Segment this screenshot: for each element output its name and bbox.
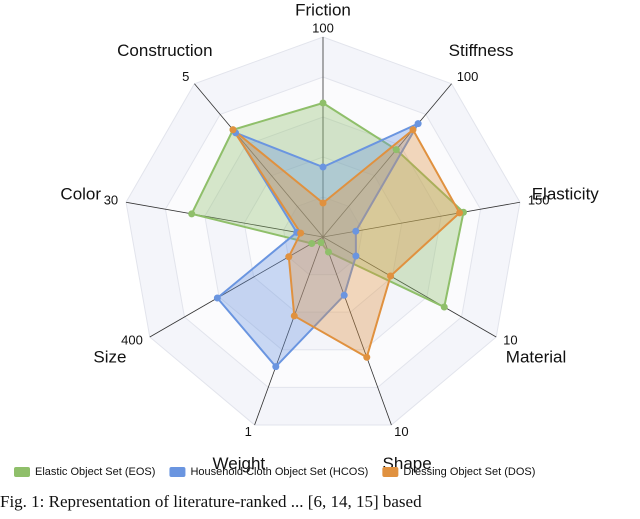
axis-line xyxy=(322,83,452,238)
data-point xyxy=(188,210,196,218)
axis-label: Construction xyxy=(117,41,212,60)
axis-label: Elasticity xyxy=(532,184,600,203)
data-point xyxy=(319,99,327,107)
data-point xyxy=(392,146,400,154)
axis-max-label: 30 xyxy=(104,192,118,207)
data-point xyxy=(352,227,360,235)
data-point xyxy=(319,199,327,207)
legend-swatch xyxy=(382,467,399,477)
axis-max-label: 1 xyxy=(245,424,252,439)
axis-line xyxy=(149,236,324,338)
axis-line xyxy=(322,236,392,426)
axis-label: Friction xyxy=(295,0,351,19)
axis-max-label: 10 xyxy=(394,424,408,439)
data-point xyxy=(297,229,305,237)
data-point xyxy=(456,209,464,217)
series-area xyxy=(215,121,421,369)
data-point xyxy=(440,303,448,311)
data-point xyxy=(290,312,298,320)
axis-max-label: 100 xyxy=(457,69,479,84)
axis-max-label: 150 xyxy=(528,192,550,207)
axis-max-label: 100 xyxy=(312,20,334,35)
legend-label: Household Cloth Object Set (HCOS) xyxy=(190,466,368,478)
axis-max-label: 10 xyxy=(503,332,517,347)
legend-label: Elastic Object Set (EOS) xyxy=(35,466,155,478)
caption: Fig. 1: Representation of literature-ran… xyxy=(0,492,422,511)
data-point xyxy=(285,253,293,261)
axis-max-label: 5 xyxy=(182,69,189,84)
axis-label: Weight xyxy=(213,454,266,473)
legend-label: Dressing Object Set (DOS) xyxy=(403,466,535,478)
data-point xyxy=(340,291,348,299)
axis-label: Material xyxy=(506,347,566,366)
axis-line xyxy=(125,201,324,238)
axis-label: Stiffness xyxy=(449,41,514,60)
data-point xyxy=(229,126,237,134)
data-point xyxy=(319,163,327,171)
axis-line xyxy=(254,236,324,426)
data-point xyxy=(324,248,332,256)
legend-swatch xyxy=(169,467,186,477)
axis-max-label: 400 xyxy=(121,332,143,347)
axis-line xyxy=(194,83,324,238)
series-area xyxy=(232,128,461,359)
data-point xyxy=(409,126,417,134)
axis-line xyxy=(322,236,497,338)
axis-label: Size xyxy=(93,347,126,366)
legend-swatch xyxy=(14,467,30,477)
data-point xyxy=(352,252,360,260)
data-point xyxy=(213,294,221,302)
axis-label: Color xyxy=(60,184,101,203)
series-area xyxy=(190,101,465,309)
data-point xyxy=(414,120,422,128)
data-point xyxy=(387,272,395,280)
data-point xyxy=(272,363,280,371)
data-point xyxy=(308,240,316,247)
data-point xyxy=(317,239,325,247)
data-point xyxy=(363,353,371,361)
